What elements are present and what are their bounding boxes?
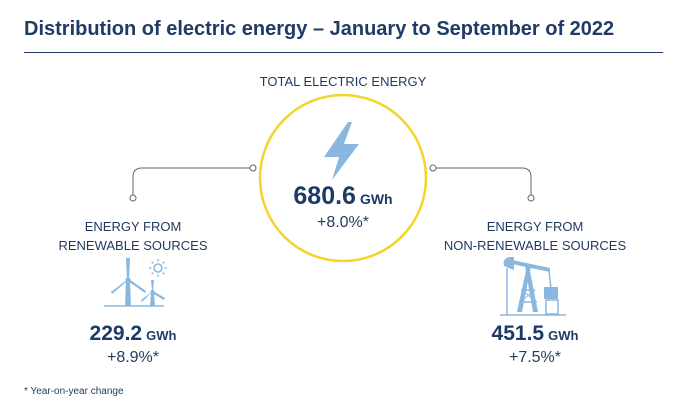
non-renewable-caption-line2: NON-RENEWABLE SOURCES — [443, 238, 627, 253]
connector-left-node-end — [129, 194, 137, 202]
non-renewable-value: 451.5 — [491, 322, 545, 345]
connector-left-node-outer — [249, 164, 257, 172]
renewable-caption-line1: ENERGY FROM — [84, 219, 182, 234]
connector-left — [132, 167, 253, 196]
connector-right — [433, 167, 532, 196]
lightning-bolt-icon — [324, 122, 359, 180]
non-renewable-caption: ENERGY FROM NON-RENEWABLE SOURCES — [430, 217, 640, 255]
wind-turbines-sun-icon — [104, 258, 167, 307]
renewable-value: 229.2 — [89, 322, 143, 345]
title-divider — [24, 52, 663, 53]
renewable-caption: ENERGY FROM RENEWABLE SOURCES — [38, 217, 228, 255]
total-unit: GWh — [359, 191, 393, 207]
total-caption: TOTAL ELECTRIC ENERGY — [259, 74, 427, 89]
non-renewable-change: +7.5%* — [508, 349, 562, 366]
renewable-caption-line2: RENEWABLE SOURCES — [58, 238, 208, 253]
non-renewable-caption-line1: ENERGY FROM — [486, 219, 584, 234]
renewable-value-row: 229.2 GWh — [53, 322, 213, 346]
oil-pumpjack-icon — [500, 257, 566, 316]
total-value: 680.6 — [293, 182, 356, 210]
page-title: Distribution of electric energy – Januar… — [24, 18, 615, 40]
renewable-unit: GWh — [146, 328, 177, 343]
total-value-row: 680.6 GWh — [243, 182, 443, 211]
total-change: +8.0%* — [316, 214, 370, 231]
connector-right-node-outer — [429, 164, 437, 172]
total-circle — [258, 93, 428, 263]
non-renewable-value-row: 451.5 GWh — [455, 322, 615, 346]
connector-right-node-end — [527, 194, 535, 202]
footnote: * Year-on-year change — [24, 386, 124, 397]
non-renewable-unit: GWh — [548, 328, 579, 343]
renewable-change: +8.9%* — [106, 349, 160, 366]
